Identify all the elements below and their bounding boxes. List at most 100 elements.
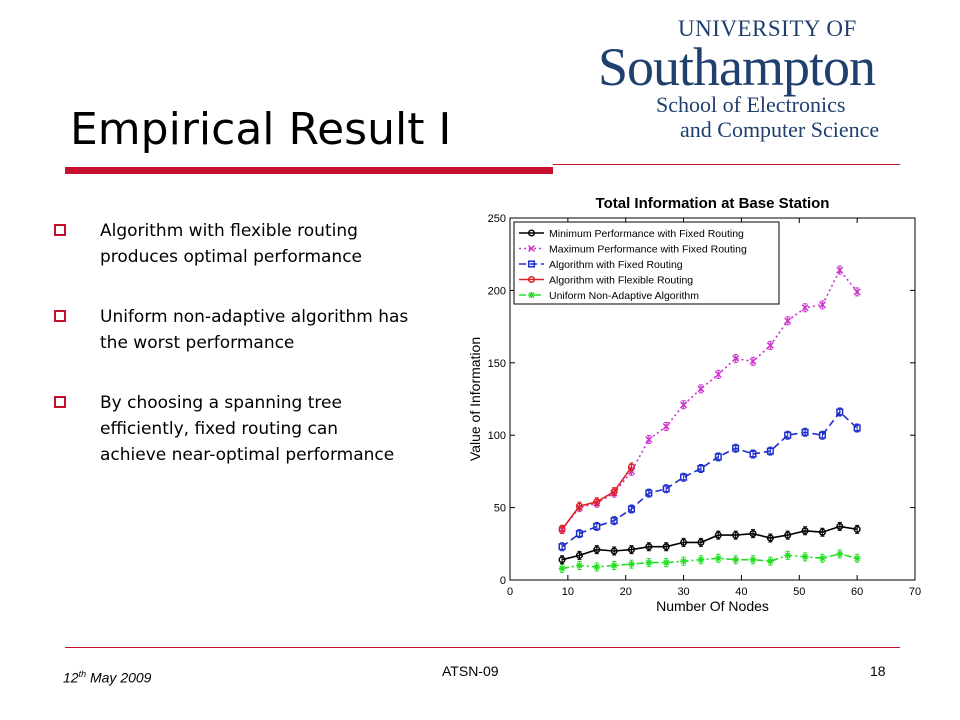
data-point	[628, 561, 635, 568]
data-point	[610, 517, 618, 525]
data-point	[575, 551, 583, 559]
logo-line-1: UNIVERSITY OF	[678, 16, 857, 41]
data-point	[836, 522, 844, 530]
data-point	[645, 436, 653, 444]
data-point	[784, 431, 792, 439]
data-point	[697, 556, 705, 563]
x-tick-label: 50	[793, 586, 805, 598]
data-point	[853, 525, 861, 533]
data-point	[818, 528, 826, 536]
data-point	[662, 422, 670, 431]
data-point	[749, 450, 757, 458]
data-point	[558, 543, 566, 551]
series-line	[561, 268, 858, 530]
data-point	[766, 341, 774, 349]
data-point	[766, 558, 774, 565]
data-point	[575, 562, 583, 569]
legend-label: Algorithm with Fixed Routing	[549, 259, 683, 271]
bullet-item: Algorithm with flexible routing produces…	[50, 218, 480, 270]
data-point	[714, 555, 722, 562]
data-point	[697, 538, 705, 546]
data-point	[836, 550, 844, 557]
data-point	[680, 538, 688, 546]
data-point	[732, 354, 740, 362]
page-number: 18	[870, 663, 886, 679]
data-point	[593, 522, 601, 530]
data-point	[575, 502, 583, 510]
footer-conference: ATSN-09	[442, 663, 499, 679]
data-point	[680, 558, 688, 565]
data-point	[593, 498, 601, 506]
data-point	[784, 317, 792, 325]
chart-title: Total Information at Base Station	[596, 195, 830, 212]
legend-label: Algorithm with Flexible Routing	[549, 275, 693, 287]
bullet-item: By choosing a spanning tree efficiently,…	[50, 390, 480, 468]
x-tick-label: 20	[620, 586, 632, 598]
data-point	[662, 559, 670, 566]
data-point	[680, 401, 688, 409]
y-tick-label: 250	[488, 213, 506, 225]
square-bullet-icon	[54, 310, 66, 322]
data-point	[766, 534, 774, 542]
y-axis-label: Value of Information	[467, 337, 483, 461]
legend-marker	[527, 275, 536, 284]
x-tick-label: 10	[562, 586, 574, 598]
data-point	[593, 546, 601, 554]
data-point	[610, 547, 618, 555]
y-tick-label: 200	[488, 285, 506, 297]
data-point	[818, 301, 826, 309]
legend-marker	[527, 260, 536, 268]
data-point	[836, 408, 844, 416]
legend-label: Maximum Performance with Fixed Routing	[549, 244, 747, 256]
data-point	[610, 562, 618, 569]
data-point	[714, 453, 722, 461]
footer-divider	[65, 647, 900, 648]
data-point	[714, 370, 722, 378]
data-point	[558, 565, 566, 572]
data-point	[766, 447, 774, 455]
data-point	[836, 266, 844, 274]
header-divider	[553, 164, 900, 165]
title-underline	[65, 167, 553, 174]
square-bullet-icon	[54, 396, 66, 408]
slide-title: Empirical Result I	[70, 104, 452, 155]
legend-marker	[527, 244, 536, 253]
legend-marker	[527, 229, 536, 237]
data-point	[818, 555, 826, 562]
legend-marker	[528, 292, 535, 298]
data-point	[627, 546, 636, 554]
logo-line-3: School of Electronics	[656, 92, 846, 117]
data-point	[801, 553, 809, 560]
y-tick-label: 0	[500, 575, 506, 587]
x-tick-label: 0	[507, 586, 513, 598]
logo-line-2: Southampton	[598, 37, 876, 97]
footer-date-suffix: th	[78, 669, 87, 679]
bullet-list: Algorithm with flexible routing produces…	[50, 218, 480, 502]
data-point	[853, 424, 861, 432]
x-axis-label: Number Of Nodes	[656, 598, 769, 614]
data-point	[645, 559, 653, 566]
data-point	[680, 473, 688, 481]
bullet-text: By choosing a spanning tree efficiently,…	[100, 393, 395, 465]
x-tick-label: 40	[735, 586, 747, 598]
data-point	[697, 385, 705, 393]
data-point	[749, 556, 757, 563]
data-point	[784, 531, 792, 539]
data-point	[558, 556, 566, 564]
data-point	[610, 488, 618, 496]
footer-date: 12th May 2009	[63, 669, 151, 686]
data-point	[749, 530, 757, 538]
data-point	[627, 505, 636, 513]
bullet-item: Uniform non-adaptive algorithm has the w…	[50, 304, 480, 356]
data-point	[575, 530, 583, 538]
data-point	[714, 531, 722, 539]
data-point	[784, 552, 792, 559]
bullet-text: Algorithm with flexible routing produces…	[100, 221, 362, 267]
data-point	[853, 555, 861, 562]
data-point	[801, 304, 809, 312]
data-point	[645, 489, 653, 497]
legend-box	[513, 221, 780, 305]
data-point	[732, 531, 740, 539]
data-point	[558, 525, 566, 533]
bullet-text: Uniform non-adaptive algorithm has the w…	[100, 307, 409, 353]
